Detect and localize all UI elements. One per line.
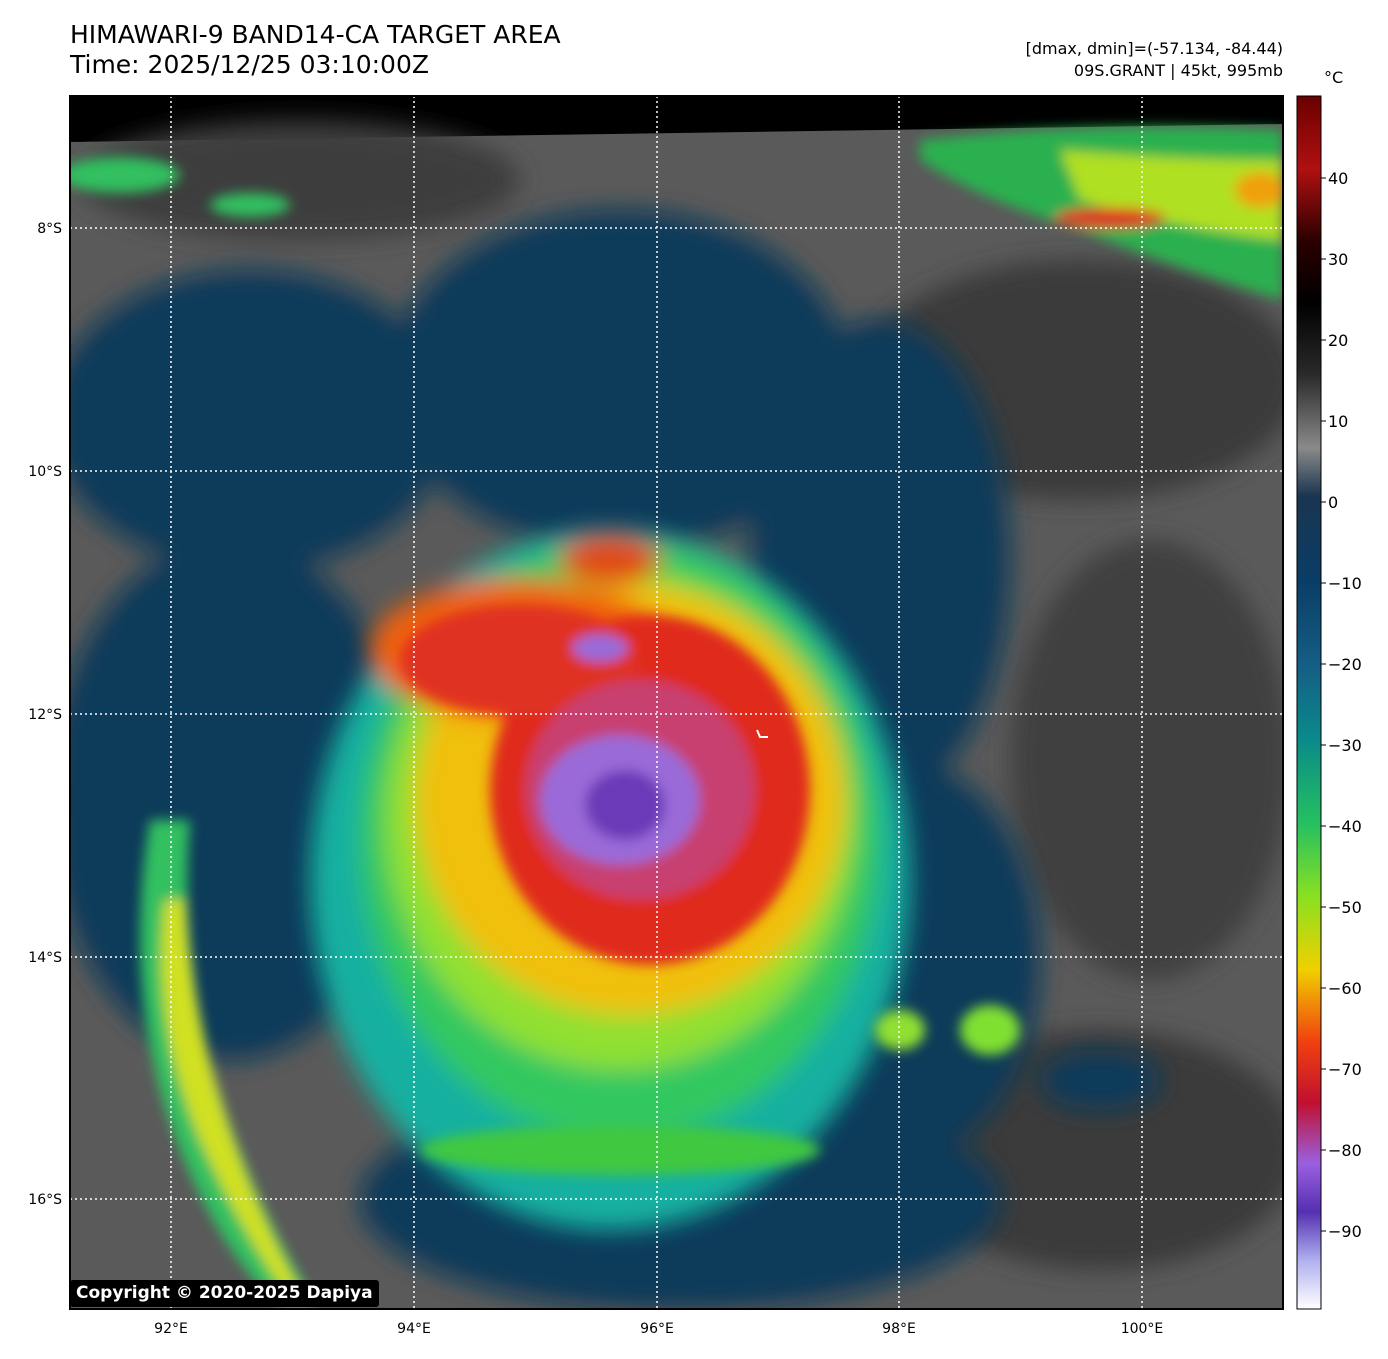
colorbar-tick-label: 20 xyxy=(1328,331,1348,350)
dmax-dmin-label: [dmax, dmin]=(-57.134, -84.44) xyxy=(1025,39,1283,58)
colorbar-ticks: 40 30 20 10 0 −10 −20 −30 −40 −50 −60 −70 −80 −90 xyxy=(1321,169,1362,1241)
title-line-1: HIMAWARI-9 BAND14-CA TARGET AREA xyxy=(70,20,561,49)
colorbar-tick-label: 40 xyxy=(1328,169,1348,188)
colorbar xyxy=(1296,95,1322,1310)
colorbar-tick-label: −90 xyxy=(1328,1222,1362,1241)
gridlines xyxy=(70,96,1283,1309)
lat-label: 16°S xyxy=(28,1192,62,1208)
colorbar-tick-label: −80 xyxy=(1328,1141,1362,1160)
colorbar-tick-label: 30 xyxy=(1328,250,1348,269)
copyright-badge: Copyright © 2020-2025 Dapiya xyxy=(70,1280,379,1307)
colorbar-tick-label: 0 xyxy=(1328,493,1338,512)
plot-frame xyxy=(69,95,1284,1310)
colorbar-tick-label: −10 xyxy=(1328,574,1362,593)
chart-title: HIMAWARI-9 BAND14-CA TARGET AREA Time: 2… xyxy=(70,20,561,80)
lat-label: 10°S xyxy=(28,464,62,480)
colorbar-tick-label: −20 xyxy=(1328,655,1362,674)
colorbar-tick-label: −30 xyxy=(1328,736,1362,755)
lat-label: 8°S xyxy=(37,221,62,237)
lon-label: 92°E xyxy=(154,1321,188,1337)
colorbar-tick-label: 10 xyxy=(1328,412,1348,431)
longitude-labels: 92°E 94°E 96°E 98°E 100°E xyxy=(154,1321,1163,1337)
lon-label: 100°E xyxy=(1121,1321,1164,1337)
colorbar-tick-label: −60 xyxy=(1328,979,1362,998)
latitude-labels: 8°S 10°S 12°S 14°S 16°S xyxy=(28,221,62,1208)
colorbar-tick-label: −70 xyxy=(1328,1060,1362,1079)
storm-info: [dmax, dmin]=(-57.134, -84.44) 09S.GRANT… xyxy=(1026,38,1283,82)
colorbar-unit-label: °C xyxy=(1324,68,1344,87)
imagery-layer xyxy=(70,96,1283,1309)
lat-label: 14°S xyxy=(28,950,62,966)
lat-label: 12°S xyxy=(28,707,62,723)
lon-label: 94°E xyxy=(397,1321,431,1337)
colorbar-tick-label: −50 xyxy=(1328,898,1362,917)
lon-label: 98°E xyxy=(882,1321,916,1337)
colorbar-tick-label: −40 xyxy=(1328,817,1362,836)
title-line-2: Time: 2025/12/25 03:10:00Z xyxy=(70,50,429,79)
storm-name-label: 09S.GRANT | 45kt, 995mb xyxy=(1073,61,1283,80)
lon-label: 96°E xyxy=(640,1321,674,1337)
storm-marker xyxy=(756,729,768,738)
